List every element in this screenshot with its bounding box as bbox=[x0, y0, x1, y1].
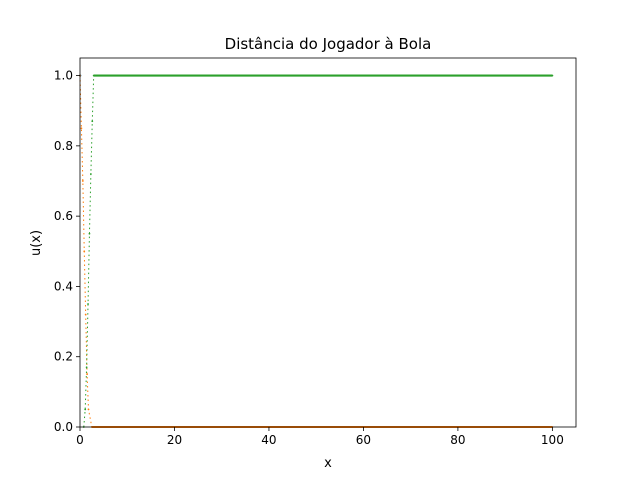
y-tick-label: 0.6 bbox=[54, 209, 73, 223]
y-tick-label: 0.2 bbox=[54, 350, 73, 364]
plot-area bbox=[79, 57, 577, 428]
series-1-point bbox=[84, 313, 87, 316]
y-tick-label: 0.0 bbox=[54, 420, 73, 434]
series-1-point bbox=[83, 250, 86, 253]
x-tick-label: 0 bbox=[76, 433, 84, 447]
chart-title: Distância do Jogador à Bola bbox=[225, 35, 432, 53]
series-2-point bbox=[87, 303, 89, 305]
series-2-point bbox=[85, 366, 88, 369]
series-line-1-rise bbox=[79, 75, 93, 428]
x-axis-label: x bbox=[324, 456, 332, 471]
series-2-point bbox=[84, 408, 87, 411]
y-axis: 0.0 0.2 0.4 0.6 0.8 1.0 bbox=[54, 69, 80, 434]
x-tick-label: 40 bbox=[261, 433, 276, 447]
series-1-point bbox=[80, 127, 83, 130]
x-tick-label: 60 bbox=[356, 433, 371, 447]
x-tick-label: 80 bbox=[450, 433, 465, 447]
y-tick-label: 1.0 bbox=[54, 69, 73, 83]
series-line-2-rise bbox=[83, 75, 95, 428]
series-2-point bbox=[88, 232, 91, 235]
axes-frame bbox=[79, 57, 577, 428]
series-2-point bbox=[551, 74, 554, 77]
x-tick-label: 20 bbox=[167, 433, 182, 447]
series-2-point bbox=[91, 120, 94, 123]
series-1-point bbox=[81, 180, 84, 182]
y-axis-label: u(x) bbox=[29, 230, 44, 256]
series-2-point bbox=[89, 173, 92, 175]
x-tick-label: 100 bbox=[541, 433, 564, 447]
series-1-point bbox=[86, 373, 88, 376]
series-1-point bbox=[87, 408, 90, 411]
y-tick-label: 0.4 bbox=[54, 279, 73, 293]
series-2-point bbox=[92, 74, 95, 77]
y-tick-label: 0.8 bbox=[54, 139, 73, 153]
x-axis: 0 20 40 60 80 100 bbox=[76, 427, 564, 447]
